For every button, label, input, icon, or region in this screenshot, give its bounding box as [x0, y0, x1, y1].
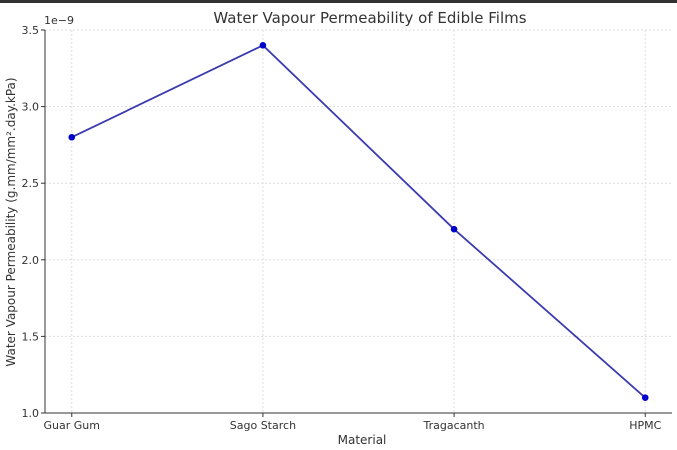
- top-border: [0, 0, 677, 3]
- data-point: [259, 42, 267, 49]
- y-tick-label: 2.5: [22, 177, 40, 190]
- y-offset-label: 1e−9: [44, 14, 74, 27]
- y-tick-label: 3.5: [22, 24, 40, 37]
- y-tick-label: 2.0: [22, 254, 40, 267]
- x-axis-label: Material: [338, 433, 387, 447]
- x-tick-label: Guar Gum: [44, 419, 100, 432]
- chart-title: Water Vapour Permeability of Edible Film…: [213, 9, 526, 27]
- x-tick-label: Sago Starch: [230, 419, 296, 432]
- y-tick-label: 3.0: [22, 101, 40, 114]
- data-point: [450, 225, 458, 233]
- y-tick-label: 1.5: [22, 330, 40, 343]
- series-line: [71, 44, 646, 399]
- y-tick-label: 1.0: [22, 407, 40, 420]
- data-point: [68, 133, 76, 141]
- data-point: [641, 394, 649, 401]
- x-tick-label: HPMC: [629, 419, 661, 432]
- y-axis-label: Water Vapour Permeability (g.mm/mm².day.…: [4, 77, 18, 366]
- x-tick-label: Tragacanth: [423, 419, 485, 432]
